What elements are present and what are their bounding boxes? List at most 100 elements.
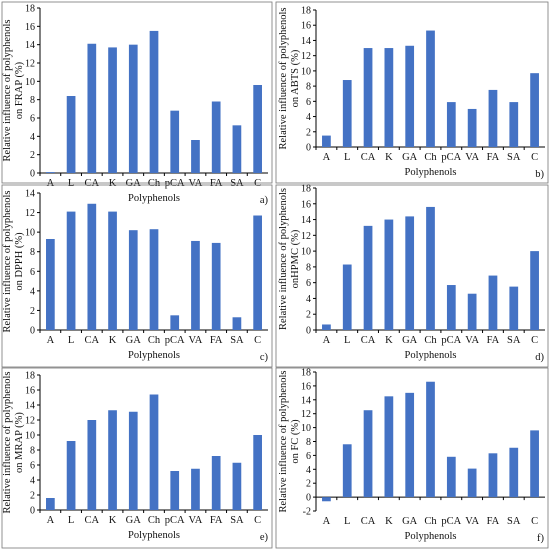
y-tick-label: 16 bbox=[25, 386, 35, 397]
y-tick-label: 12 bbox=[25, 416, 35, 427]
y-tick-label: 18 bbox=[301, 368, 311, 379]
x-tick-label: L bbox=[68, 335, 74, 346]
bar-pCA bbox=[170, 471, 180, 510]
y-tick-label: 14 bbox=[25, 40, 35, 51]
bar-A bbox=[46, 172, 55, 173]
x-axis-title: Polyphenols bbox=[128, 530, 180, 541]
x-tick-label: SA bbox=[507, 516, 521, 527]
bar-L bbox=[66, 96, 76, 173]
y-tick-label: 4 bbox=[30, 132, 35, 143]
x-tick-label: C bbox=[254, 178, 261, 189]
y-tick-label: 2 bbox=[30, 306, 35, 317]
x-tick-label: Ch bbox=[424, 335, 437, 346]
bar-L bbox=[342, 80, 352, 147]
bar-GA bbox=[405, 216, 415, 330]
y-axis-title-line1: Relative influence of polyphenols bbox=[2, 190, 13, 332]
y-axis-title-line1: Relative influence of polyphenols bbox=[2, 371, 13, 513]
y-tick-label: 10 bbox=[301, 423, 311, 434]
y-tick-label: 2 bbox=[30, 150, 35, 161]
x-axis-title: Polyphenols bbox=[128, 350, 180, 361]
bar-Ch bbox=[426, 206, 435, 330]
x-tick-label: FA bbox=[210, 515, 223, 526]
x-tick-label: pCA bbox=[441, 152, 461, 163]
x-tick-label: VA bbox=[465, 516, 479, 527]
y-tick-label: 10 bbox=[25, 431, 35, 442]
x-tick-label: VA bbox=[189, 515, 203, 526]
panel-label: b) bbox=[535, 169, 544, 180]
x-tick-label: pCA bbox=[165, 335, 185, 346]
x-tick-label: C bbox=[531, 152, 538, 163]
bar-FA bbox=[211, 242, 221, 330]
x-tick-label: Ch bbox=[148, 178, 161, 189]
panel-frame bbox=[1, 1, 273, 184]
y-tick-label: 6 bbox=[306, 451, 311, 462]
bar-A bbox=[46, 498, 55, 510]
y-tick-label: 0 bbox=[30, 326, 35, 337]
x-tick-label: GA bbox=[126, 335, 142, 346]
bar-Ch bbox=[426, 381, 435, 498]
bar-FA bbox=[488, 453, 498, 498]
bar-FA bbox=[488, 89, 498, 147]
y-axis-title-line2: on FRAP (%) bbox=[14, 61, 25, 119]
bar-SA bbox=[232, 125, 242, 173]
chart-panel-5: 0 2 4 6 8 10 12 14 16 18 A L CA K GA Ch pCA VA FA SA C Polyph… bbox=[1, 367, 273, 549]
panel-frame bbox=[275, 184, 549, 368]
x-axis-title: Polyphenols bbox=[405, 350, 457, 361]
bar-K bbox=[108, 410, 117, 510]
x-tick-label: SA bbox=[230, 178, 244, 189]
x-tick-label: CA bbox=[85, 178, 100, 189]
y-tick-label: 0 bbox=[306, 326, 311, 337]
x-tick-label: pCA bbox=[165, 178, 185, 189]
bar-C bbox=[253, 215, 262, 330]
bar-VA bbox=[191, 240, 200, 330]
y-tick-label: 2 bbox=[306, 310, 311, 321]
x-tick-label: A bbox=[323, 335, 331, 346]
y-axis-title: Relative influence of polyphenolson MRAP… bbox=[2, 371, 25, 513]
x-tick-label: A bbox=[323, 516, 331, 527]
y-tick-label: 14 bbox=[301, 36, 311, 47]
x-tick-label: CA bbox=[85, 335, 100, 346]
bar-CA bbox=[363, 225, 373, 330]
y-tick-label: 10 bbox=[25, 77, 35, 88]
bar-L bbox=[66, 211, 76, 330]
y-tick-label: 12 bbox=[301, 51, 311, 62]
bar-CA bbox=[363, 410, 373, 498]
y-axis-title-line1: Relative influence of polyphenols bbox=[278, 370, 289, 512]
bar-pCA bbox=[446, 102, 456, 147]
x-tick-label: K bbox=[385, 516, 393, 527]
x-tick-label: CA bbox=[361, 335, 376, 346]
y-axis-title-line2: on MRAP (%) bbox=[14, 412, 25, 473]
x-tick-label: L bbox=[344, 516, 350, 527]
bar-GA bbox=[405, 45, 415, 148]
bar-GA bbox=[128, 44, 138, 173]
y-axis-title: Relative influence of polyphenolson ABTS… bbox=[278, 7, 301, 149]
x-tick-label: Ch bbox=[148, 515, 161, 526]
bar-SA bbox=[232, 462, 242, 510]
y-tick-label: 4 bbox=[306, 465, 311, 476]
y-tick-label: 10 bbox=[301, 247, 311, 258]
y-axis-title: Relative influence of polyphenolsonHPMC … bbox=[278, 188, 301, 330]
x-tick-label: Ch bbox=[424, 516, 437, 527]
x-tick-label: GA bbox=[402, 335, 418, 346]
bar-C bbox=[253, 435, 262, 510]
x-tick-label: CA bbox=[361, 516, 376, 527]
x-tick-label: C bbox=[531, 335, 538, 346]
bar-Ch bbox=[426, 30, 435, 147]
x-tick-label: K bbox=[109, 335, 117, 346]
bar-C bbox=[530, 430, 539, 498]
y-tick-label: 6 bbox=[306, 97, 311, 108]
y-axis-title-line2: on DPPH (%) bbox=[14, 232, 25, 291]
x-tick-label: GA bbox=[402, 516, 418, 527]
x-axis-title: Polyphenols bbox=[128, 193, 180, 204]
y-tick-label: 4 bbox=[30, 476, 35, 487]
y-tick-label: 4 bbox=[306, 112, 311, 123]
y-tick-label: 12 bbox=[301, 231, 311, 242]
x-tick-label: SA bbox=[507, 152, 521, 163]
y-axis-title: Relative influence of polyphenolson DPPH… bbox=[2, 190, 25, 332]
bar-FA bbox=[211, 456, 221, 510]
bar-CA bbox=[87, 203, 97, 330]
y-tick-label: 18 bbox=[25, 4, 35, 15]
x-tick-label: VA bbox=[189, 178, 203, 189]
y-tick-label: 18 bbox=[25, 371, 35, 382]
bar-A bbox=[322, 497, 331, 502]
